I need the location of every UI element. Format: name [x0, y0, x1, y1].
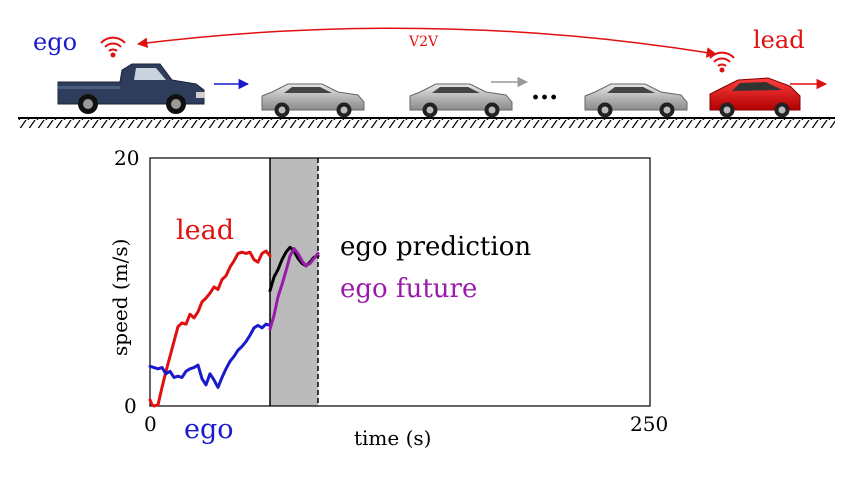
- platoon-ellipsis: ...: [531, 76, 559, 106]
- x-axis-label: time (s): [354, 426, 432, 450]
- follower-car-1: [261, 83, 365, 118]
- ego-speed-line: [148, 322, 272, 389]
- plot-frame: [149, 157, 651, 407]
- prediction-horizon-shade: [270, 158, 318, 406]
- ego-scene-label: ego: [33, 28, 78, 56]
- ego-truck: [57, 63, 205, 114]
- y-tick-bottom: 0: [124, 394, 137, 418]
- road-ground: [18, 117, 835, 128]
- follower-car-2: [409, 83, 513, 118]
- ego-future-series-label: ego future: [340, 274, 478, 304]
- ego-series-label: ego: [184, 414, 234, 445]
- y-tick-top: 20: [114, 146, 140, 170]
- ego-future-speed-line: [268, 247, 320, 331]
- lead-speed-line: [148, 249, 272, 408]
- lead-series-label: lead: [176, 215, 234, 246]
- follower-car-3: [584, 83, 688, 118]
- v2v-link-arrow: [136, 27, 718, 58]
- lead-scene-label: lead: [753, 26, 805, 54]
- y-axis-label: speed (m/s): [108, 238, 132, 356]
- v2v-label: V2V: [409, 34, 439, 50]
- speed-plot: [148, 157, 651, 408]
- x-tick-right: 250: [630, 412, 669, 436]
- ego-wifi-icon: [100, 36, 126, 58]
- lead-car: [709, 77, 801, 118]
- ego-prediction-series-label: ego prediction: [340, 232, 532, 262]
- x-tick-left: 0: [144, 412, 157, 436]
- lead-wifi-icon: [709, 51, 735, 73]
